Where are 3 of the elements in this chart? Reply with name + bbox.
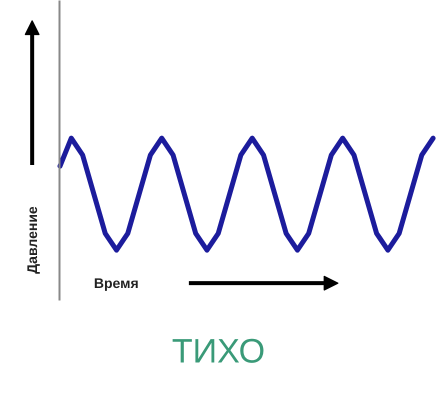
y-axis-title: Давление	[24, 206, 40, 274]
text: ТИХО	[172, 332, 266, 370]
x-axis-title: Время	[94, 275, 139, 292]
